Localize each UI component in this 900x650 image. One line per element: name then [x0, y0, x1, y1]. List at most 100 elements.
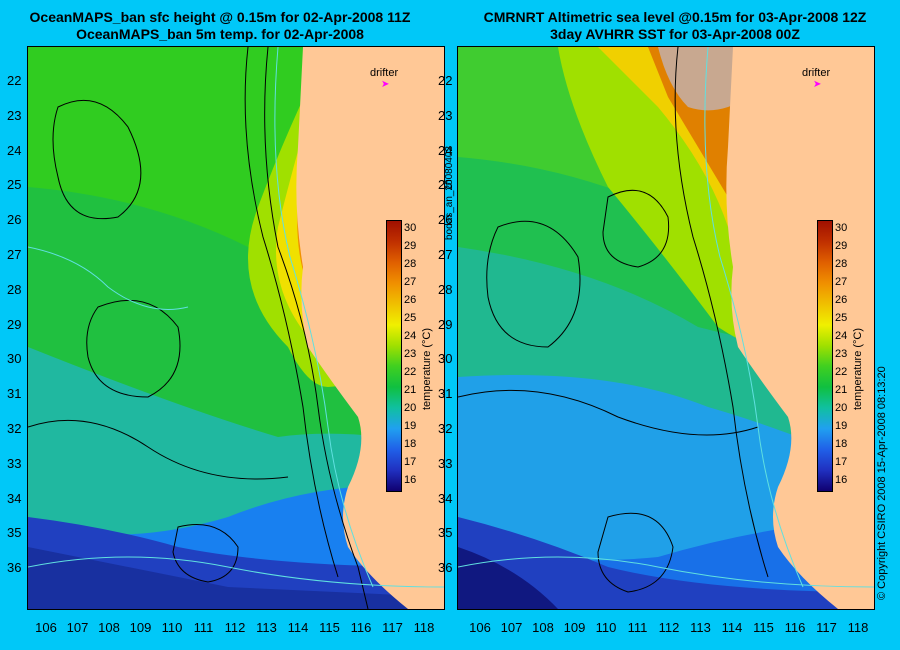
- left-drifter-label: drifter: [370, 67, 399, 79]
- latitude-tick: 26: [438, 212, 453, 228]
- latitude-tick: 26: [7, 212, 22, 228]
- longitude-tick: 106: [35, 620, 57, 635]
- latitude-tick: 35: [438, 525, 453, 541]
- colorbar-tick: 30: [835, 222, 848, 234]
- longitude-tick: 111: [627, 620, 648, 635]
- left-colorbar: [386, 220, 402, 492]
- latitude-tick: 28: [438, 281, 453, 297]
- right-colorbar-label: temperature (°C): [852, 327, 864, 410]
- left-colorbar-label: temperature (°C): [421, 327, 433, 410]
- latitude-tick: 23: [438, 107, 453, 123]
- longitude-tick: 113: [256, 620, 277, 635]
- longitude-tick: 112: [224, 620, 246, 635]
- longitude-tick: 107: [66, 620, 89, 635]
- colorbar-tick: 26: [835, 294, 848, 306]
- right-map-panel: [457, 46, 875, 610]
- right-title-line2: 3day AVHRR SST for 03-Apr-2008 00Z: [550, 26, 800, 42]
- latitude-tick: 22: [438, 73, 453, 88]
- latitude-tick: 25: [7, 177, 22, 193]
- colorbar-tick: 29: [835, 240, 848, 252]
- left-sst-map: [28, 47, 444, 609]
- colorbar-tick: 17: [835, 456, 848, 468]
- longitude-tick: 118: [413, 620, 435, 635]
- latitude-tick: 25: [438, 177, 453, 193]
- right-colorbar: [817, 220, 833, 492]
- copyright-text: © Copyright CSIRO 2008 15-Apr-2008 08:13…: [876, 366, 888, 600]
- latitude-tick: 31: [7, 386, 22, 402]
- longitude-tick: 114: [721, 620, 743, 635]
- latitude-tick: 29: [438, 316, 453, 332]
- longitude-tick: 106: [469, 620, 491, 635]
- longitude-tick: 116: [784, 620, 806, 635]
- colorbar-tick: 27: [404, 276, 417, 288]
- colorbar-tick: 21: [404, 384, 417, 396]
- colorbar-tick: 18: [404, 438, 417, 450]
- colorbar-tick: 22: [835, 366, 848, 378]
- longitude-tick: 108: [98, 620, 120, 635]
- latitude-tick: 34: [7, 490, 22, 506]
- longitude-tick: 115: [319, 620, 340, 635]
- right-drifter-marker-icon: ➤: [813, 79, 822, 90]
- colorbar-tick: 28: [404, 258, 417, 270]
- left-title: OceanMAPS_ban sfc height @ 0.15m for 02-…: [10, 9, 430, 43]
- colorbar-tick: 26: [404, 294, 417, 306]
- longitude-tick: 112: [658, 620, 680, 635]
- longitude-tick: 108: [532, 620, 554, 635]
- latitude-tick: 27: [438, 247, 453, 262]
- longitude-tick: 113: [690, 620, 711, 635]
- colorbar-tick: 16: [404, 474, 417, 486]
- colorbar-tick: 20: [404, 402, 417, 414]
- longitude-tick: 110: [161, 620, 183, 635]
- longitude-tick: 115: [753, 620, 774, 635]
- colorbar-tick: 19: [404, 420, 417, 432]
- longitude-tick: 109: [129, 620, 152, 635]
- latitude-tick: 36: [438, 560, 453, 576]
- latitude-tick: 28: [7, 281, 22, 297]
- left-drifter-marker-icon: ➤: [381, 79, 390, 90]
- latitude-tick: 29: [7, 316, 22, 332]
- colorbar-tick: 25: [404, 312, 417, 324]
- left-title-line1: OceanMAPS_ban sfc height @ 0.15m for 02-…: [29, 9, 411, 25]
- left-map-panel: [27, 46, 445, 610]
- latitude-tick: 34: [438, 490, 453, 506]
- analysis-id-text: bodas_an_20080402: [444, 146, 455, 240]
- latitude-tick: 31: [438, 386, 453, 402]
- latitude-tick: 32: [438, 421, 453, 436]
- latitude-tick: 24: [7, 142, 22, 158]
- colorbar-tick: 16: [835, 474, 848, 486]
- latitude-tick: 36: [7, 560, 22, 576]
- colorbar-tick: 22: [404, 366, 417, 378]
- colorbar-tick: 19: [835, 420, 848, 432]
- colorbar-tick: 25: [835, 312, 848, 324]
- latitude-tick: 23: [7, 107, 22, 123]
- longitude-tick: 117: [816, 620, 837, 635]
- longitude-tick: 114: [287, 620, 309, 635]
- right-sst-map: [458, 47, 874, 609]
- longitude-tick: 116: [350, 620, 372, 635]
- latitude-tick: 35: [7, 525, 22, 541]
- latitude-tick: 30: [438, 351, 453, 367]
- longitude-tick: 111: [193, 620, 214, 635]
- right-title: CMRNRT Altimetric sea level @0.15m for 0…: [455, 9, 895, 43]
- longitude-tick: 118: [847, 620, 869, 635]
- longitude-tick: 117: [382, 620, 403, 635]
- colorbar-tick: 30: [404, 222, 417, 234]
- latitude-tick: 22: [7, 73, 22, 88]
- latitude-tick: 33: [7, 455, 22, 471]
- longitude-tick: 110: [595, 620, 617, 635]
- right-drifter-label: drifter: [802, 67, 831, 79]
- latitude-tick: 27: [7, 247, 22, 262]
- longitude-tick: 107: [500, 620, 523, 635]
- colorbar-tick: 23: [835, 348, 848, 360]
- colorbar-tick: 21: [835, 384, 848, 396]
- colorbar-tick: 24: [404, 330, 417, 342]
- left-title-line2: OceanMAPS_ban 5m temp. for 02-Apr-2008: [76, 26, 364, 42]
- colorbar-tick: 27: [835, 276, 848, 288]
- colorbar-tick: 29: [404, 240, 417, 252]
- colorbar-tick: 18: [835, 438, 848, 450]
- colorbar-tick: 20: [835, 402, 848, 414]
- latitude-tick: 30: [7, 351, 22, 367]
- latitude-tick: 24: [438, 142, 453, 158]
- longitude-tick: 109: [563, 620, 586, 635]
- colorbar-tick: 17: [404, 456, 417, 468]
